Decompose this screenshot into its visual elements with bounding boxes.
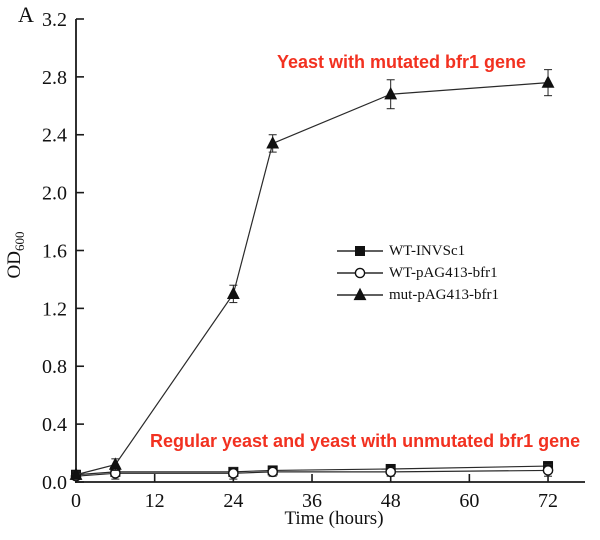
triangle-marker [226, 286, 240, 300]
circle-marker [385, 466, 396, 478]
y-axis-label-subscript: 600 [12, 231, 27, 252]
x-axis-ticks: 0 12 24 36 48 60 72 [71, 474, 558, 512]
circle-marker [542, 465, 554, 476]
axes [75, 19, 585, 483]
svg-text:3.2: 3.2 [42, 9, 67, 31]
annotation-regular-yeast: Regular yeast and yeast with unmutated b… [150, 431, 581, 451]
legend-item-WT-pAG413-bfr1: WT-pAG413-bfr1 [337, 262, 499, 284]
y-axis-ticks: 0.0 0.4 0.8 1.2 1.6 2.0 2.4 2.8 3.2 [42, 9, 84, 494]
panel-label: A [18, 2, 34, 27]
series-line [75, 469, 549, 477]
circle-marker [354, 267, 366, 279]
square-legend-swatch [337, 246, 383, 256]
series-mut-pAG413-bfr1 [69, 69, 555, 480]
triangle-marker [69, 467, 83, 480]
svg-text:0.4: 0.4 [42, 414, 67, 436]
triangle-marker [353, 287, 367, 301]
svg-text:2.8: 2.8 [42, 67, 67, 89]
svg-text:24: 24 [223, 490, 243, 512]
triangle-marker [541, 75, 555, 88]
svg-text:1.2: 1.2 [42, 298, 67, 320]
legend-item-mut-pAG413-bfr1: mut-pAG413-bfr1 [337, 284, 499, 306]
circle-marker [228, 468, 239, 479]
annotation-mutated-yeast: Yeast with mutated bfr1 gene [277, 52, 527, 72]
legend-item-WT-INVSc1: WT-INVSc1 [337, 240, 499, 262]
circle-marker [267, 466, 278, 478]
y-axis-label: OD600 [4, 232, 28, 279]
y-axis-label-main: OD [4, 251, 25, 279]
triangle-marker [266, 136, 280, 149]
series-line [75, 82, 549, 476]
svg-text:12: 12 [145, 490, 165, 512]
series-line [75, 465, 549, 476]
svg-text:72: 72 [538, 490, 558, 512]
svg-text:1.6: 1.6 [42, 240, 67, 262]
svg-text:2.4: 2.4 [42, 125, 67, 147]
circle-legend-swatch [337, 267, 383, 279]
triangle-marker [108, 457, 122, 470]
svg-text:60: 60 [459, 490, 479, 512]
triangle-legend-swatch [337, 287, 383, 301]
legend-label: WT-pAG413-bfr1 [389, 264, 498, 281]
svg-text:0.0: 0.0 [42, 472, 67, 494]
legend-label: mut-pAG413-bfr1 [389, 286, 499, 303]
x-axis-label: Time (hours) [284, 508, 384, 529]
svg-text:48: 48 [381, 490, 401, 512]
triangle-marker [384, 86, 398, 100]
svg-text:36: 36 [302, 490, 322, 512]
svg-text:0.8: 0.8 [42, 356, 67, 378]
legend-label: WT-INVSc1 [389, 242, 466, 259]
svg-text:0: 0 [71, 490, 81, 512]
square-marker [355, 246, 365, 256]
svg-text:2.0: 2.0 [42, 183, 67, 205]
legend: WT-INVSc1 WT-pAG413-bfr1 mut-pAG413-bfr1 [337, 240, 499, 306]
